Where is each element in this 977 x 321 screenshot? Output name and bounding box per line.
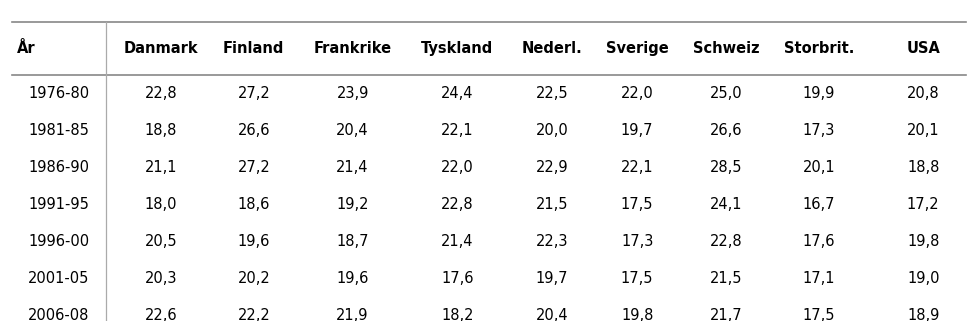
Text: 20,0: 20,0	[535, 123, 568, 138]
Text: 26,6: 26,6	[709, 123, 742, 138]
Text: 20,4: 20,4	[535, 308, 568, 321]
Text: 28,5: 28,5	[709, 160, 742, 175]
Text: 21,5: 21,5	[709, 271, 742, 286]
Text: 20,3: 20,3	[145, 271, 177, 286]
Text: 20,1: 20,1	[802, 160, 834, 175]
Text: USA: USA	[906, 41, 939, 56]
Text: 1981-85: 1981-85	[28, 123, 89, 138]
Text: Nederl.: Nederl.	[521, 41, 582, 56]
Text: 2001-05: 2001-05	[28, 271, 89, 286]
Text: 22,8: 22,8	[709, 234, 742, 249]
Text: Schweiz: Schweiz	[692, 41, 759, 56]
Text: 17,1: 17,1	[802, 271, 834, 286]
Text: 1976-80: 1976-80	[28, 86, 89, 101]
Text: 21,4: 21,4	[336, 160, 368, 175]
Text: 17,5: 17,5	[802, 308, 834, 321]
Text: Tyskland: Tyskland	[421, 41, 492, 56]
Text: 19,0: 19,0	[906, 271, 939, 286]
Text: 24,4: 24,4	[441, 86, 473, 101]
Text: 27,2: 27,2	[237, 160, 270, 175]
Text: 19,7: 19,7	[535, 271, 568, 286]
Text: 22,0: 22,0	[441, 160, 473, 175]
Text: 18,0: 18,0	[145, 197, 177, 212]
Text: År: År	[17, 41, 35, 56]
Text: 20,5: 20,5	[145, 234, 177, 249]
Text: 17,5: 17,5	[620, 197, 653, 212]
Text: 19,8: 19,8	[906, 234, 939, 249]
Text: 18,2: 18,2	[441, 308, 473, 321]
Text: 22,2: 22,2	[237, 308, 270, 321]
Text: 18,9: 18,9	[906, 308, 939, 321]
Text: 19,8: 19,8	[620, 308, 653, 321]
Text: 22,5: 22,5	[535, 86, 568, 101]
Text: 22,1: 22,1	[620, 160, 653, 175]
Text: 22,3: 22,3	[535, 234, 568, 249]
Text: 18,7: 18,7	[336, 234, 368, 249]
Text: 17,6: 17,6	[802, 234, 834, 249]
Text: 20,2: 20,2	[237, 271, 270, 286]
Text: 19,6: 19,6	[237, 234, 270, 249]
Text: Sverige: Sverige	[605, 41, 668, 56]
Text: 17,5: 17,5	[620, 271, 653, 286]
Text: 18,8: 18,8	[145, 123, 177, 138]
Text: Finland: Finland	[223, 41, 284, 56]
Text: 23,9: 23,9	[336, 86, 368, 101]
Text: Danmark: Danmark	[123, 41, 198, 56]
Text: Storbrit.: Storbrit.	[784, 41, 853, 56]
Text: 18,6: 18,6	[237, 197, 270, 212]
Text: 26,6: 26,6	[237, 123, 270, 138]
Text: 22,8: 22,8	[441, 197, 473, 212]
Text: 1991-95: 1991-95	[28, 197, 89, 212]
Text: 21,9: 21,9	[336, 308, 368, 321]
Text: 22,0: 22,0	[620, 86, 653, 101]
Text: 17,3: 17,3	[802, 123, 834, 138]
Text: 21,4: 21,4	[441, 234, 473, 249]
Text: 2006-08: 2006-08	[28, 308, 89, 321]
Text: 16,7: 16,7	[802, 197, 834, 212]
Text: 17,3: 17,3	[620, 234, 653, 249]
Text: 24,1: 24,1	[709, 197, 742, 212]
Text: 27,2: 27,2	[237, 86, 270, 101]
Text: 19,7: 19,7	[620, 123, 653, 138]
Text: Frankrike: Frankrike	[314, 41, 391, 56]
Text: 17,6: 17,6	[441, 271, 473, 286]
Text: 17,2: 17,2	[906, 197, 939, 212]
Text: 1986-90: 1986-90	[28, 160, 89, 175]
Text: 19,9: 19,9	[802, 86, 834, 101]
Text: 25,0: 25,0	[709, 86, 742, 101]
Text: 22,6: 22,6	[145, 308, 177, 321]
Text: 22,8: 22,8	[145, 86, 177, 101]
Text: 22,1: 22,1	[441, 123, 473, 138]
Text: 18,8: 18,8	[906, 160, 939, 175]
Text: 1996-00: 1996-00	[28, 234, 89, 249]
Text: 21,5: 21,5	[535, 197, 568, 212]
Text: 22,9: 22,9	[535, 160, 568, 175]
Text: 21,7: 21,7	[709, 308, 742, 321]
Text: 21,1: 21,1	[145, 160, 177, 175]
Text: 20,1: 20,1	[906, 123, 939, 138]
Text: 20,8: 20,8	[906, 86, 939, 101]
Text: 19,2: 19,2	[336, 197, 368, 212]
Text: 20,4: 20,4	[336, 123, 368, 138]
Text: 19,6: 19,6	[336, 271, 368, 286]
